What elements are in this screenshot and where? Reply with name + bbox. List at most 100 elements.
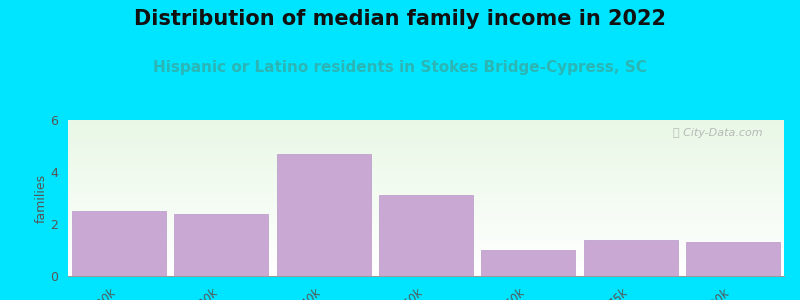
Bar — [68, 130, 784, 131]
Bar — [68, 248, 784, 249]
Bar — [68, 165, 784, 166]
Bar — [68, 267, 784, 268]
Bar — [68, 173, 784, 174]
Bar — [68, 219, 784, 220]
Bar — [68, 258, 784, 259]
Bar — [68, 182, 784, 183]
Bar — [68, 175, 784, 176]
Bar — [68, 254, 784, 255]
Bar — [68, 207, 784, 208]
Bar — [68, 274, 784, 275]
Bar — [68, 222, 784, 223]
Bar — [68, 209, 784, 210]
Bar — [68, 259, 784, 260]
Bar — [174, 214, 269, 276]
Bar — [68, 125, 784, 126]
Text: Distribution of median family income in 2022: Distribution of median family income in … — [134, 9, 666, 29]
Bar — [68, 126, 784, 127]
Bar — [68, 186, 784, 187]
Bar — [68, 192, 784, 193]
Bar — [68, 262, 784, 263]
Bar — [68, 183, 784, 184]
Bar — [68, 134, 784, 135]
Bar — [68, 220, 784, 221]
Bar — [68, 132, 784, 133]
Bar — [68, 226, 784, 227]
Bar — [68, 213, 784, 214]
Bar — [68, 122, 784, 123]
Bar — [68, 208, 784, 209]
Bar — [68, 157, 784, 158]
Bar — [68, 164, 784, 165]
Bar — [68, 121, 784, 122]
Bar — [68, 158, 784, 159]
Bar — [72, 211, 166, 276]
Bar — [68, 218, 784, 219]
Bar — [68, 275, 784, 276]
Bar — [68, 177, 784, 178]
Bar — [68, 256, 784, 257]
Bar — [68, 230, 784, 231]
Bar — [68, 189, 784, 190]
Bar — [68, 190, 784, 191]
Bar — [68, 261, 784, 262]
Bar — [68, 221, 784, 222]
Bar — [68, 167, 784, 168]
Bar — [68, 170, 784, 171]
Bar — [482, 250, 575, 276]
Bar — [68, 129, 784, 130]
Bar — [68, 257, 784, 258]
Bar — [68, 260, 784, 261]
Bar — [68, 139, 784, 140]
Bar — [68, 244, 784, 245]
Bar — [68, 234, 784, 235]
Bar — [68, 266, 784, 267]
Bar — [68, 272, 784, 273]
Bar — [68, 184, 784, 185]
Bar — [68, 131, 784, 132]
Bar — [68, 202, 784, 203]
Bar — [68, 193, 784, 194]
Bar — [68, 178, 784, 179]
Bar — [68, 156, 784, 157]
Bar — [68, 128, 784, 129]
Bar — [68, 243, 784, 244]
Bar — [68, 176, 784, 177]
Bar — [68, 216, 784, 217]
Bar — [68, 135, 784, 136]
Bar — [68, 196, 784, 197]
Bar — [68, 229, 784, 230]
Bar — [68, 201, 784, 202]
Bar — [68, 162, 784, 163]
Bar — [68, 224, 784, 225]
Bar — [68, 120, 784, 121]
Bar — [68, 268, 784, 269]
Bar — [68, 127, 784, 128]
Bar — [68, 163, 784, 164]
Bar — [686, 242, 780, 276]
Bar — [68, 227, 784, 228]
Bar — [68, 152, 784, 153]
Bar — [68, 252, 784, 253]
Bar — [68, 141, 784, 142]
Bar — [68, 223, 784, 224]
Bar — [68, 151, 784, 152]
Bar — [68, 249, 784, 250]
Bar — [68, 194, 784, 195]
Bar — [68, 146, 784, 147]
Bar — [68, 199, 784, 200]
Bar — [68, 153, 784, 154]
Bar — [68, 149, 784, 150]
Bar — [68, 271, 784, 272]
Bar — [68, 172, 784, 173]
Bar — [68, 264, 784, 265]
Bar — [68, 198, 784, 199]
Text: ⓘ City-Data.com: ⓘ City-Data.com — [673, 128, 762, 138]
Bar — [68, 123, 784, 124]
Bar — [68, 191, 784, 192]
Bar — [68, 195, 784, 196]
Bar — [68, 142, 784, 143]
Bar — [68, 168, 784, 169]
Bar — [68, 273, 784, 274]
Bar — [68, 187, 784, 188]
